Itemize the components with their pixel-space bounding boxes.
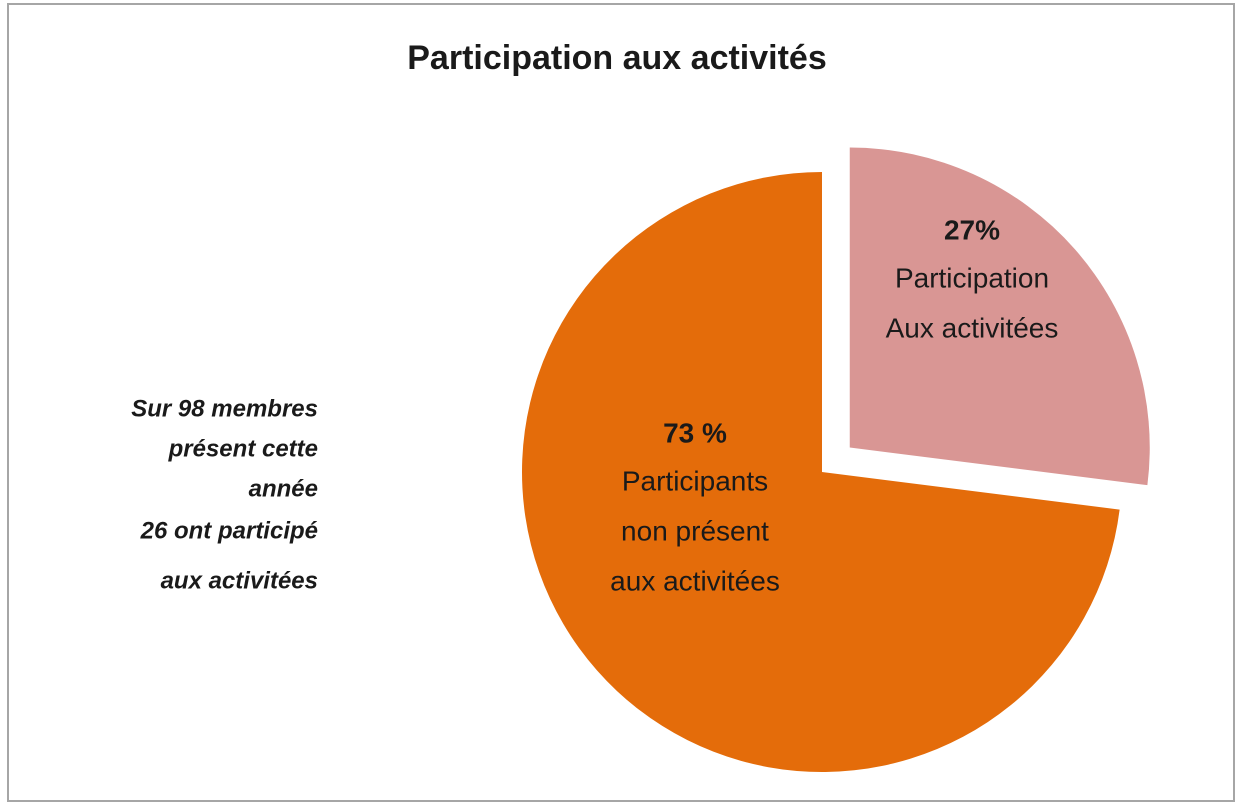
pie-slice xyxy=(849,147,1150,486)
slice-label: Participants xyxy=(622,465,768,496)
annotation: année xyxy=(249,475,318,502)
pie-slice xyxy=(522,172,1120,772)
annotation: présent cette xyxy=(168,435,318,462)
annotation: aux activitées xyxy=(161,567,318,594)
slice-value-label: 73 % xyxy=(663,417,727,448)
annotation: 26 ont participé xyxy=(140,517,318,544)
slice-label: Aux activitées xyxy=(886,312,1059,343)
annotation: Sur 98 membres xyxy=(131,395,318,422)
slice-value-label: 27% xyxy=(944,214,1000,245)
slice-label: Participation xyxy=(895,262,1049,293)
slice-label: aux activitées xyxy=(610,565,780,596)
chart-title: Participation aux activités xyxy=(407,39,827,77)
slice-label: non présent xyxy=(621,515,769,546)
